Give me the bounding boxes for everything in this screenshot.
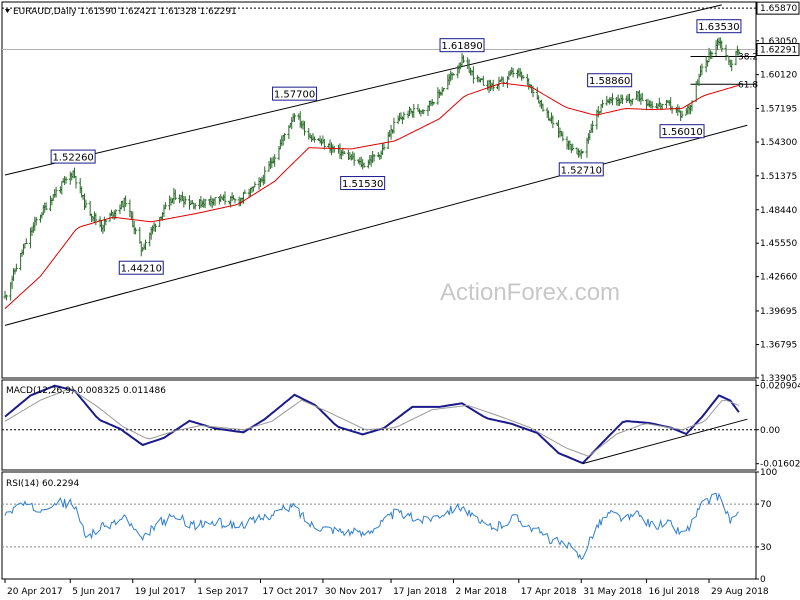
price-axis-label: 1.63050 [760,37,797,47]
price-axis-label: 1.33905 [760,374,797,384]
pivot-label-box [558,162,604,177]
resistance-price-tag-box [756,1,800,15]
macd-axis-label: 0.00 [760,426,780,436]
pivot-label-box [50,149,96,164]
fib-level-label: 61.8 [738,80,758,90]
axes: 1.63050 1.60120 1.57195 1.54300 1.51375 1.484… [4,1,800,597]
pivot-label-box [696,19,742,34]
rsi-pane-frame [1,471,757,580]
resistance-price-tag: 1.65870 [760,4,797,14]
pane-menu-icon[interactable] [5,9,10,13]
date-axis-label: 31 May 2018 [583,587,642,597]
price-header: EURAUD,Daily 1.61590 1.62421 1.61328 1.6… [13,7,237,17]
watermark: ActionForex.com [440,279,620,306]
pivot-label: 1.58860 [589,76,630,87]
pivot-label-box [587,73,633,88]
price-axis-label: 1.48440 [760,206,797,216]
macd-plot [2,384,756,465]
moving-average-line [4,82,739,309]
macd-pane-frame [1,379,757,471]
price-axis-label: 1.45550 [760,239,797,249]
macd-line [4,384,740,465]
price-plot: 38.2 61.8 1.52260 1.44210 1.57700 1.51530 1.61… [2,4,758,326]
rsi-header: RSI(14) 60.2294 [6,479,79,489]
rsi-axis-label: 30 [760,543,772,553]
pivot-label-box [340,176,386,191]
pivot-label: 1.52260 [52,153,93,164]
fib-level-label: 38.2 [738,52,758,62]
rsi-axis-label: 0 [760,575,766,585]
pivot-label: 1.57700 [274,90,315,101]
pivot-label: 1.61890 [441,41,482,52]
channel-upper-line [4,4,722,176]
pivot-label: 1.44210 [121,264,162,275]
price-axis-label: 1.60120 [760,71,797,81]
date-axis-label: 2 Mar 2018 [456,587,508,597]
macd-header: MACD(12,26,9) 0.008325 0.011486 [6,386,166,396]
pivot-label-box [659,124,705,139]
date-axis-label: 5 Jun 2017 [72,587,120,597]
date-axis-label: 29 Aug 2018 [711,587,769,597]
pivot-label: 1.63530 [698,22,739,33]
price-axis-label: 1.39695 [760,307,797,317]
pivot-label: 1.51530 [342,179,383,190]
date-axis-label: 17 Apr 2018 [521,587,577,597]
macd-axis-label: 0.020904 [760,381,800,391]
rsi-axis-label: 70 [760,500,772,510]
price-axis-label: 1.36795 [760,341,797,351]
date-axis-label: 17 Oct 2017 [262,587,318,597]
price-axis-label: 1.51375 [760,172,797,182]
date-axis-label: 16 Jul 2018 [649,587,700,597]
price-axis-label: 1.42660 [760,273,797,283]
price-axis-label: 1.54300 [760,138,797,148]
price-axis-label: 1.57195 [760,104,797,114]
macd-trendline [582,418,748,465]
date-axis-label: 1 Sep 2017 [197,587,248,597]
pivot-label: 1.52710 [561,165,602,176]
macd-signal-line [4,387,739,457]
last-price-tag-box [756,43,800,57]
last-price-tag: 1.62291 [760,46,797,56]
pivot-label-box [439,38,485,53]
pivot-label: 1.56010 [661,127,702,138]
rsi-line [4,492,740,561]
date-axis-label: 30 Nov 2017 [325,587,383,597]
rsi-plot [2,492,756,561]
pivot-label-box [118,260,164,275]
date-axis-label: 20 Apr 2017 [7,587,63,597]
pivot-label-box [272,86,318,101]
macd-axis-label: -0.016023 [760,460,800,470]
channel-lower-line [4,124,748,326]
date-axis-label: 19 Jul 2017 [135,587,186,597]
rsi-axis-label: 100 [760,468,777,478]
date-axis-label: 17 Jan 2018 [393,587,447,597]
